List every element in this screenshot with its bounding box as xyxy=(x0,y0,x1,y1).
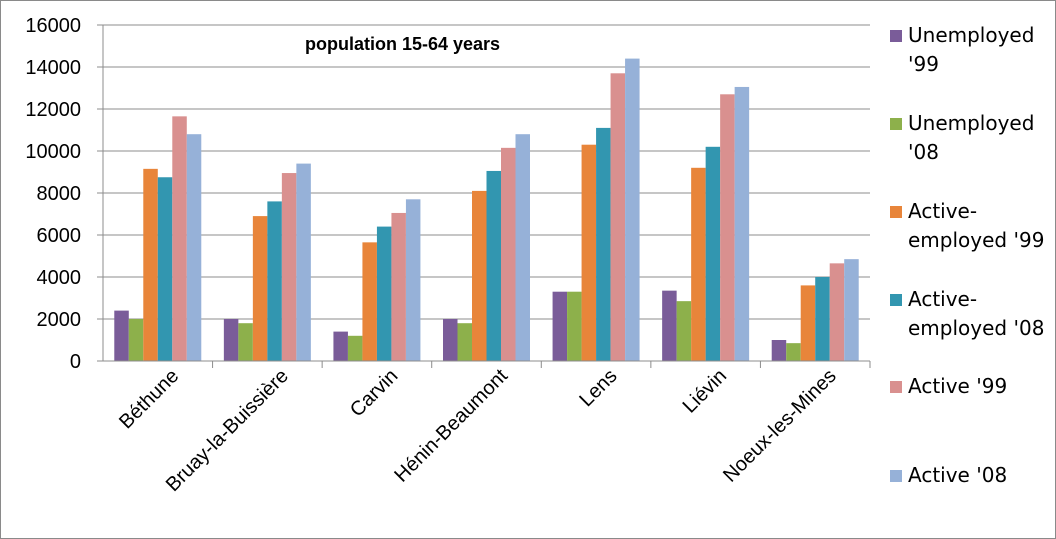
bar xyxy=(472,190,487,361)
legend-swatch xyxy=(890,294,902,306)
bar xyxy=(362,242,377,361)
y-tick-label: 16000 xyxy=(25,15,81,37)
x-tick-label: Carvin xyxy=(346,365,402,421)
bar xyxy=(405,199,421,361)
bar xyxy=(705,146,721,361)
legend-label: employed '08 xyxy=(908,316,1044,340)
bars-layer xyxy=(114,58,859,362)
bar xyxy=(486,170,501,361)
bar xyxy=(552,291,568,361)
legend-label: Active '08 xyxy=(908,463,1007,487)
bar xyxy=(457,323,472,361)
legend-label: employed '99 xyxy=(908,228,1044,252)
legend-swatch xyxy=(890,381,902,393)
x-tick-label: Hénin-Beaumont xyxy=(390,365,512,487)
legend-swatch xyxy=(890,206,902,218)
bar xyxy=(662,290,677,361)
y-tick-label: 8000 xyxy=(37,183,82,205)
bar xyxy=(786,343,801,361)
bar xyxy=(815,277,830,361)
legend-label: Active- xyxy=(908,199,977,223)
bar xyxy=(443,319,458,361)
legend-label: '08 xyxy=(908,140,939,164)
y-tick-label: 6000 xyxy=(37,225,82,247)
legend-swatch xyxy=(890,30,902,42)
bar xyxy=(281,173,297,361)
bar xyxy=(143,168,158,361)
bar xyxy=(391,212,406,361)
x-tick-label: Lens xyxy=(575,365,621,411)
bar xyxy=(829,263,845,361)
bar xyxy=(844,259,859,361)
bar xyxy=(771,340,787,361)
bar xyxy=(252,216,268,361)
bar xyxy=(376,226,392,361)
bar xyxy=(114,310,129,361)
bar xyxy=(625,58,640,361)
bar xyxy=(238,323,253,361)
y-tick-label: 12000 xyxy=(25,99,81,121)
bar xyxy=(347,335,363,361)
x-tick-label: Béthune xyxy=(115,365,183,433)
bar xyxy=(223,319,239,361)
legend-label: Active- xyxy=(908,287,977,311)
bar xyxy=(296,163,311,361)
y-tick-label: 14000 xyxy=(25,57,81,79)
legend: Unemployed '99 Unemployed '08 Active-employe… xyxy=(890,23,1044,487)
bar xyxy=(610,73,626,362)
x-tick-label: Noeux-les-Mines xyxy=(719,365,841,487)
bar xyxy=(515,134,530,361)
chart-title: population 15-64 years xyxy=(305,34,500,54)
y-tick-label: 2000 xyxy=(37,309,82,331)
bar xyxy=(567,291,582,361)
x-tick-label: Liévin xyxy=(679,365,732,418)
x-tick-label: Bruay-la-Buissière xyxy=(162,365,293,496)
bar xyxy=(676,301,692,361)
bar xyxy=(800,285,816,361)
legend-label: Unemployed xyxy=(908,23,1034,47)
bar xyxy=(720,94,735,362)
bar xyxy=(581,144,597,361)
bar xyxy=(128,319,144,361)
legend-label: Active '99 xyxy=(908,374,1007,398)
legend-swatch xyxy=(890,118,902,130)
bar xyxy=(186,134,202,361)
legend-label: '99 xyxy=(908,52,939,76)
y-tick-label: 10000 xyxy=(25,141,81,163)
bar xyxy=(267,201,282,361)
legend-swatch xyxy=(890,470,902,482)
y-tick-label: 4000 xyxy=(37,267,82,289)
bar xyxy=(596,127,611,362)
bar xyxy=(333,331,348,361)
bar xyxy=(691,167,706,361)
bar xyxy=(172,116,187,361)
y-tick-label: 0 xyxy=(70,351,81,373)
bar xyxy=(157,177,173,361)
bar xyxy=(734,86,750,361)
legend-label: Unemployed xyxy=(908,111,1034,135)
bar xyxy=(501,147,516,361)
